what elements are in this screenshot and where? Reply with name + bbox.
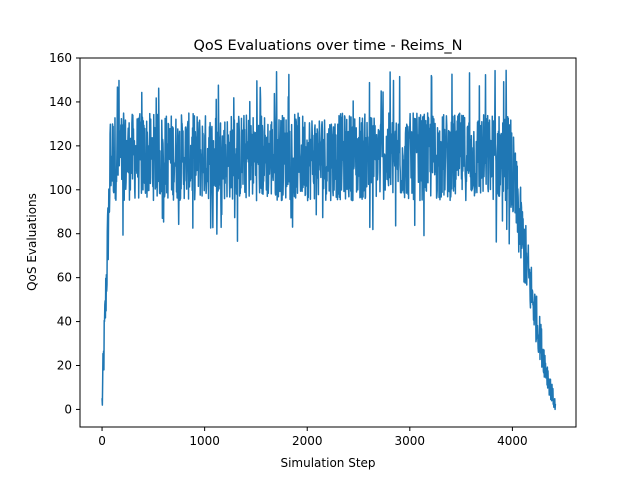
y-tick-label: 40 [57, 315, 72, 329]
x-tick-label: 3000 [395, 434, 426, 448]
y-tick-label: 60 [57, 271, 72, 285]
y-tick-label: 100 [49, 183, 72, 197]
y-tick-label: 120 [49, 139, 72, 153]
y-tick-label: 80 [57, 227, 72, 241]
x-axis-label: Simulation Step [280, 456, 375, 470]
x-tick-label: 2000 [292, 434, 323, 448]
chart-title: QoS Evaluations over time - Reims_N [193, 38, 462, 54]
y-axis-ticks: 0 20 40 60 80 100 120 140 160 [49, 51, 80, 416]
y-tick-label: 0 [64, 402, 72, 416]
y-tick-label: 160 [49, 51, 72, 65]
qos-series-line [101, 69, 557, 411]
plot-area [101, 69, 557, 411]
axes-frame [79, 57, 577, 428]
x-tick-label: 4000 [497, 434, 528, 448]
x-axis-ticks: 0 1000 2000 3000 4000 [98, 427, 528, 448]
y-tick-label: 20 [57, 359, 72, 373]
x-tick-label: 1000 [189, 434, 220, 448]
y-tick-label: 140 [49, 95, 72, 109]
x-tick-label: 0 [98, 434, 106, 448]
y-axis-label: QoS Evaluations [25, 193, 39, 291]
